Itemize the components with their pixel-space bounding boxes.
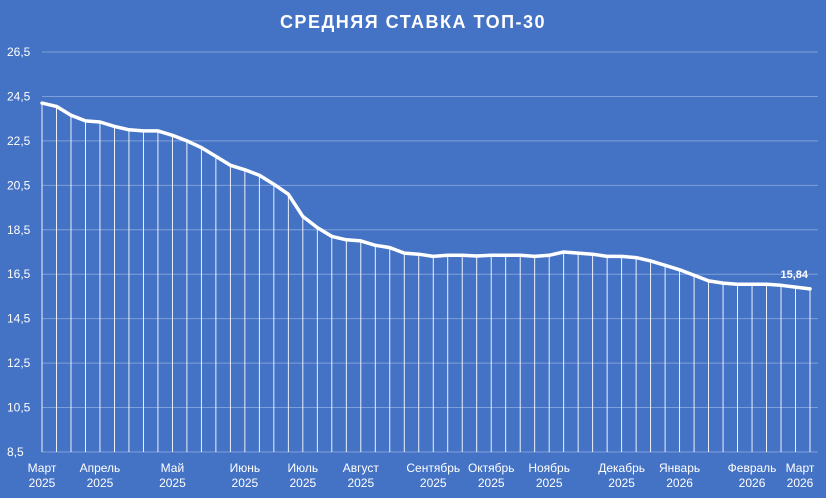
x-tick-year: 2025 — [347, 476, 374, 490]
data-point — [547, 253, 551, 257]
data-point — [576, 251, 580, 255]
x-tick-month: Декабрь — [598, 461, 645, 475]
data-point — [286, 192, 290, 196]
data-point — [605, 254, 609, 258]
x-tick-year: 2025 — [29, 476, 56, 490]
data-point — [446, 253, 450, 257]
data-point — [402, 251, 406, 255]
x-tick-month: Февраль — [728, 461, 777, 475]
data-point — [779, 283, 783, 287]
data-point — [315, 226, 319, 230]
data-point — [141, 129, 145, 133]
data-point — [199, 146, 203, 150]
x-tick-year: 2026 — [739, 476, 766, 490]
data-point — [736, 282, 740, 286]
x-tick-month: Июнь — [230, 461, 261, 475]
data-point — [460, 253, 464, 257]
data-point — [301, 214, 305, 218]
data-point — [765, 282, 769, 286]
data-point — [40, 101, 44, 105]
data-point — [228, 163, 232, 167]
x-tick-month: Ноябрь — [528, 461, 570, 475]
last-value-label: 15,84 — [780, 269, 808, 281]
x-tick-year: 2025 — [536, 476, 563, 490]
x-tick-year: 2025 — [87, 476, 114, 490]
data-point — [750, 282, 754, 286]
data-point — [533, 254, 537, 258]
x-tick-month: Март — [786, 461, 815, 475]
data-point — [663, 263, 667, 267]
y-tick-label: 24,5 — [7, 89, 31, 103]
y-tick-label: 10,5 — [7, 401, 31, 415]
data-point — [54, 104, 58, 108]
y-tick-label: 8,5 — [7, 445, 24, 459]
data-point — [257, 173, 261, 177]
data-point — [127, 128, 131, 132]
data-point — [83, 119, 87, 123]
x-tick-month: Май — [161, 461, 185, 475]
x-tick-month: Апрель — [80, 461, 121, 475]
x-tick-month: Март — [28, 461, 57, 475]
x-tick-year: 2025 — [608, 476, 635, 490]
x-tick-month: Октябрь — [468, 461, 515, 475]
data-point — [518, 253, 522, 257]
y-tick-label: 26,5 — [7, 45, 31, 59]
data-point — [562, 250, 566, 254]
data-point — [649, 259, 653, 263]
data-point — [330, 234, 334, 238]
data-point — [808, 287, 812, 291]
y-tick-label: 18,5 — [7, 223, 31, 237]
data-point — [591, 252, 595, 256]
data-point — [707, 279, 711, 283]
data-point — [634, 256, 638, 260]
data-point — [721, 281, 725, 285]
x-tick-month: Сентябрь — [406, 461, 460, 475]
data-point — [98, 120, 102, 124]
data-point — [272, 182, 276, 186]
x-tick-month: Июль — [288, 461, 319, 475]
x-tick-year: 2026 — [787, 476, 814, 490]
y-tick-label: 22,5 — [7, 134, 31, 148]
data-point — [475, 254, 479, 258]
data-point — [359, 239, 363, 243]
data-point — [620, 254, 624, 258]
data-point — [344, 238, 348, 242]
data-point — [489, 253, 493, 257]
x-tick-month: Август — [343, 461, 380, 475]
data-point — [692, 273, 696, 277]
chart-title: СРЕДНЯЯ СТАВКА ТОП-30 — [279, 12, 547, 32]
data-point — [185, 139, 189, 143]
x-tick-year: 2026 — [666, 476, 693, 490]
x-tick-year: 2025 — [232, 476, 259, 490]
x-tick-year: 2025 — [159, 476, 186, 490]
data-point — [373, 243, 377, 247]
data-point — [214, 154, 218, 158]
x-tick-year: 2025 — [289, 476, 316, 490]
data-point — [417, 252, 421, 256]
x-tick-month: Январь — [659, 461, 700, 475]
x-tick-year: 2025 — [420, 476, 447, 490]
y-tick-label: 20,5 — [7, 178, 31, 192]
series-line — [40, 101, 812, 291]
x-tick-year: 2025 — [478, 476, 505, 490]
data-point — [678, 268, 682, 272]
data-point — [112, 124, 116, 128]
y-tick-label: 16,5 — [7, 267, 31, 281]
data-point — [794, 285, 798, 289]
data-point — [504, 253, 508, 257]
data-point — [69, 113, 73, 117]
data-point — [156, 129, 160, 133]
data-point — [170, 133, 174, 137]
data-point — [431, 254, 435, 258]
data-point — [243, 168, 247, 172]
y-tick-label: 14,5 — [7, 312, 31, 326]
data-point — [388, 246, 392, 250]
y-tick-label: 12,5 — [7, 356, 31, 370]
